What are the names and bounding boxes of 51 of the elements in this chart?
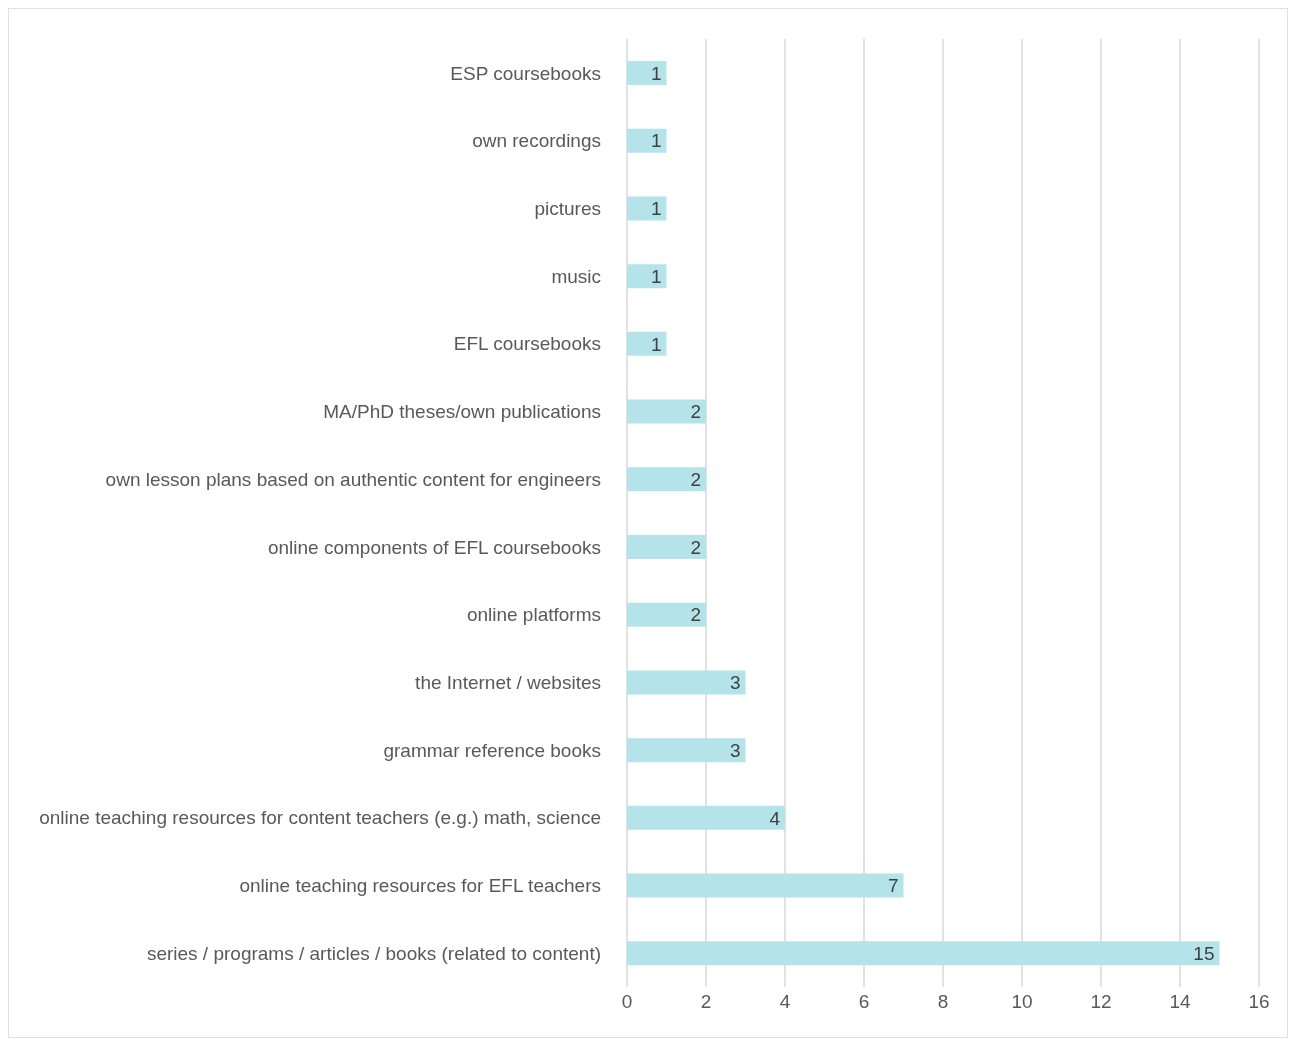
data-label: 2 [690, 536, 701, 558]
bar [627, 264, 667, 289]
bar [627, 602, 706, 627]
bar [627, 128, 667, 153]
bar [627, 535, 706, 559]
bar [627, 331, 667, 356]
bar [627, 399, 706, 424]
y-tick-label: own recordings [472, 130, 601, 152]
data-label: 1 [650, 198, 662, 220]
y-tick-label: music [551, 265, 601, 287]
bar [627, 196, 667, 221]
y-tick-label: own lesson plans based on authentic content for engineers [105, 468, 601, 490]
y-tick-label: online teaching resources for EFL teachers [239, 875, 601, 897]
data-label: 1 [650, 62, 662, 84]
data-label: 1 [650, 130, 662, 152]
y-tick-label: online components of EFL coursebooks [267, 536, 601, 558]
y-tick-label: pictures [534, 198, 601, 220]
y-tick-label: EFL coursebooks [453, 333, 601, 355]
bar [627, 467, 706, 492]
data-label: 3 [729, 739, 741, 761]
data-label: 4 [769, 807, 781, 829]
data-label: 15 [1193, 943, 1215, 965]
x-tick-label: 16 [1248, 991, 1270, 1013]
data-label: 2 [690, 401, 701, 423]
y-tick-label: the Internet / websites [415, 672, 601, 694]
x-tick-label: 2 [700, 991, 712, 1013]
x-tick-label: 6 [858, 991, 870, 1013]
y-tick-label: online teaching resources for content teachers (e.g.) math, science [39, 807, 601, 829]
y-tick-label: series / programs / articles / books (related to content) [146, 942, 601, 964]
bar [627, 670, 746, 695]
bar [627, 873, 904, 898]
bar [627, 805, 785, 830]
data-label: 2 [690, 604, 701, 626]
bar [627, 941, 1220, 966]
x-tick-label: 10 [1011, 991, 1033, 1013]
data-label: 1 [650, 265, 662, 287]
data-label: 7 [887, 875, 899, 897]
y-tick-label: grammar reference books [383, 739, 601, 761]
data-label: 2 [690, 469, 701, 491]
x-tick-label: 12 [1090, 991, 1112, 1013]
data-label: 1 [650, 333, 662, 355]
bar [627, 738, 746, 763]
x-tick-label: 4 [779, 991, 791, 1013]
bar [627, 61, 667, 85]
y-tick-label: online platforms [466, 604, 601, 626]
x-tick-label: 8 [937, 991, 949, 1013]
data-label: 3 [729, 672, 741, 694]
y-tick-label: ESP coursebooks [450, 62, 601, 84]
x-tick-label: 0 [621, 991, 633, 1013]
x-tick-label: 14 [1169, 991, 1191, 1013]
y-tick-label: MA/PhD theses/own publications [323, 401, 601, 423]
